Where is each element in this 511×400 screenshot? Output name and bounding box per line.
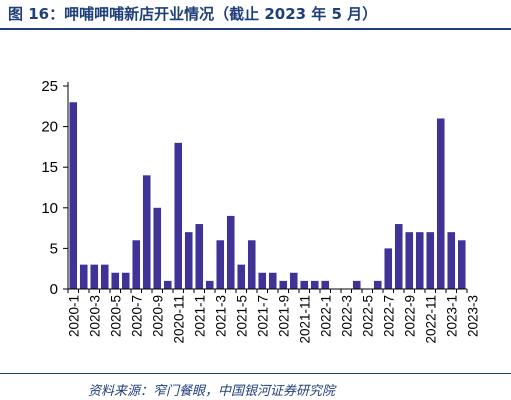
bar — [436, 118, 445, 289]
y-tick-label: 25 — [41, 78, 58, 95]
x-axis: 2020-1 2020-3 2020-5 2020-7 2020-9 2020-11 202… — [66, 288, 480, 344]
bar — [247, 240, 256, 289]
bar — [415, 232, 424, 289]
bar — [216, 240, 225, 289]
x-tick-label: 2022-9 — [402, 295, 417, 337]
title-bar: 图 16：呷哺呷哺新店开业情况（截止 2023 年 5 月） — [0, 0, 511, 30]
bar — [300, 280, 309, 289]
bar — [205, 280, 214, 289]
bar — [384, 248, 393, 289]
bar — [394, 224, 403, 289]
bar — [258, 272, 267, 289]
bar — [321, 280, 330, 289]
bar — [405, 232, 414, 289]
x-tick-label: 2021-1 — [192, 295, 207, 337]
figure-title: 图 16：呷哺呷哺新店开业情况（截止 2023 年 5 月） — [8, 5, 378, 23]
bar — [373, 280, 382, 289]
y-axis: 0 5 10 15 20 25 — [41, 78, 69, 298]
bar — [79, 264, 88, 289]
bar — [426, 232, 435, 289]
bar — [279, 280, 288, 289]
bar — [132, 240, 141, 289]
bar — [174, 142, 183, 289]
x-tick-label: 2020-9 — [150, 295, 165, 337]
y-tick-label: 0 — [50, 281, 58, 298]
x-tick-label: 2021-3 — [213, 295, 228, 337]
bar — [268, 272, 277, 289]
x-tick-label: 2022-11 — [423, 295, 438, 344]
x-tick-label: 2022-1 — [318, 295, 333, 337]
x-tick-label: 2021-11 — [297, 295, 312, 344]
bar — [142, 175, 151, 289]
bar — [184, 232, 193, 289]
source-note: 资料来源：窄门餐眼，中国银河证券研究院 — [88, 384, 336, 399]
bar — [153, 207, 162, 289]
bar — [447, 232, 456, 289]
x-tick-label: 2020-1 — [66, 295, 81, 337]
x-tick-label: 2021-7 — [255, 295, 270, 337]
x-tick-label: 2020-5 — [108, 295, 123, 337]
y-tick-label: 15 — [41, 159, 58, 176]
bar — [352, 280, 361, 289]
y-tick-label: 5 — [50, 240, 58, 257]
bar — [226, 215, 235, 289]
bar — [121, 272, 130, 289]
x-tick-label: 2021-5 — [234, 295, 249, 337]
bar — [90, 264, 99, 289]
bar — [237, 264, 246, 289]
x-tick-label: 2023-1 — [444, 295, 459, 337]
x-tick-label: 2022-7 — [381, 295, 396, 337]
bar — [457, 240, 466, 289]
bar — [163, 280, 172, 289]
x-tick-label: 2022-5 — [360, 295, 375, 337]
bar — [69, 102, 78, 290]
x-tick-label: 2021-9 — [276, 295, 291, 337]
y-tick-label: 10 — [41, 200, 58, 217]
bar — [111, 272, 120, 289]
x-tick-label: 2020-7 — [129, 295, 144, 337]
bar — [289, 272, 298, 289]
x-tick-label: 2020-3 — [87, 295, 102, 337]
bars — [69, 102, 466, 290]
y-tick-label: 20 — [41, 119, 58, 136]
bar — [195, 224, 204, 289]
bar — [310, 280, 319, 289]
x-tick-label: 2023-3 — [465, 295, 480, 337]
chart-area: 0 5 10 15 20 25 2020-1 2020-3 2020-5 2020-7 2020-… — [0, 30, 511, 370]
x-tick-label: 2020-11 — [171, 295, 186, 344]
bottom-divider — [0, 373, 511, 374]
bar — [100, 264, 109, 289]
x-tick-label: 2022-3 — [339, 295, 354, 337]
